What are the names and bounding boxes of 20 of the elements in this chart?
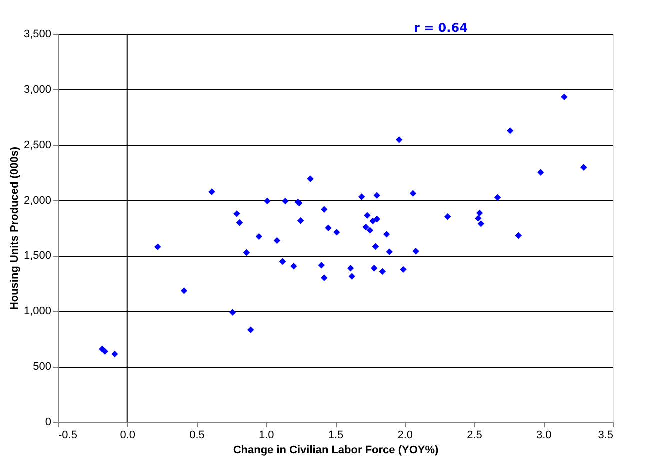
y-axis-title: Housing Units Produced (000s) xyxy=(8,146,21,310)
y-tick-label: 0 xyxy=(45,416,52,428)
x-tick-label: 1.5 xyxy=(328,430,344,442)
y-tick-label: 3,500 xyxy=(24,28,52,40)
x-tick-label: 0.0 xyxy=(120,430,136,442)
x-tick-label: 0.5 xyxy=(190,430,205,442)
x-tick-label: 1.0 xyxy=(258,430,274,442)
x-tick-label: 3.5 xyxy=(598,430,614,442)
y-tick-label: 1,500 xyxy=(24,250,52,262)
y-tick-label: 3,000 xyxy=(24,84,52,96)
x-tick-label: 2.0 xyxy=(398,430,414,442)
y-tick-label: 500 xyxy=(33,361,52,374)
y-tick-label: 2,500 xyxy=(24,139,52,152)
x-tick-label: 2.5 xyxy=(467,430,482,442)
y-tick-label: 2,000 xyxy=(24,194,52,207)
y-tick-label: 1,000 xyxy=(24,306,52,318)
x-tick-label: -0.5 xyxy=(58,430,78,442)
x-axis-title: Change in Civilian Labor Force (YOY%) xyxy=(233,444,440,456)
x-tick-label: 3.0 xyxy=(536,430,552,442)
annotation: r = 0.64 xyxy=(414,21,468,35)
